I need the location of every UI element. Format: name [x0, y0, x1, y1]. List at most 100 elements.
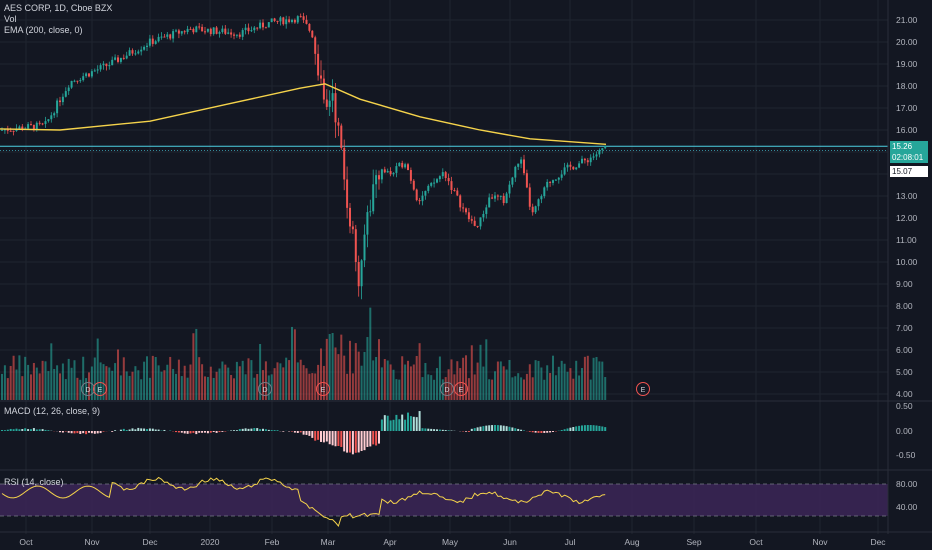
macd-legend[interactable]: MACD (12, 26, close, 9): [4, 406, 100, 417]
macd-bar: [253, 428, 256, 431]
symbol-title[interactable]: AES CORP, 1D, Cboe BZX: [4, 3, 113, 13]
ema-legend[interactable]: EMA (200, close, 0): [4, 25, 83, 35]
candle-body: [322, 78, 325, 100]
candle-body: [552, 180, 554, 183]
macd-bar: [517, 428, 520, 431]
macd-bar: [351, 431, 354, 455]
volume-bar: [534, 360, 537, 400]
candle-body: [357, 261, 360, 287]
macd-tick-label: 0.00: [896, 426, 913, 436]
candle-body: [180, 31, 183, 34]
macd-bar: [79, 431, 82, 435]
candle-body: [401, 162, 404, 168]
volume-bar: [583, 356, 586, 400]
time-tick-label: Oct: [19, 537, 33, 547]
price-tick-label: 7.00: [896, 323, 913, 333]
macd-bar: [552, 431, 554, 432]
candle-body: [212, 27, 215, 35]
candle-body: [549, 181, 552, 183]
macd-bar: [70, 431, 73, 434]
candle-body: [540, 196, 543, 200]
candle-body: [398, 162, 401, 167]
candle-body: [563, 167, 566, 175]
candle-body: [195, 26, 198, 33]
macd-bar: [15, 428, 18, 431]
candle-body: [465, 208, 467, 213]
volume-bar: [47, 371, 50, 400]
candle-body: [169, 34, 172, 39]
price-tick-label: 13.00: [896, 191, 918, 201]
candle-body: [61, 96, 64, 103]
candle-body: [128, 50, 131, 56]
rsi-legend[interactable]: RSI (14, close): [4, 477, 64, 488]
event-marker-label: E: [641, 387, 646, 394]
time-tick-label: Aug: [624, 537, 639, 547]
candle-body: [380, 169, 383, 180]
candle-body: [363, 234, 366, 261]
macd-bar: [320, 431, 322, 442]
time-tick-label: Feb: [265, 537, 280, 547]
macd-bar: [325, 431, 328, 442]
volume-legend[interactable]: Vol: [4, 14, 17, 24]
price-pane[interactable]: [0, 12, 888, 300]
volume-bar: [563, 363, 566, 400]
volume-bar: [473, 374, 476, 400]
candle-body: [546, 181, 549, 188]
candle-body: [337, 122, 340, 126]
volume-bar: [233, 378, 235, 400]
candle-body: [366, 212, 369, 235]
candle-body: [433, 182, 436, 184]
volume-bar: [540, 367, 543, 400]
candle-body: [56, 100, 59, 114]
macd-bar: [357, 431, 360, 453]
candle-body: [82, 76, 85, 81]
macd-bar: [215, 431, 218, 433]
macd-bar: [47, 430, 50, 431]
volume-bar: [227, 367, 230, 400]
candle-body: [499, 195, 502, 197]
macd-bar: [73, 431, 76, 434]
volume-bar: [85, 378, 88, 400]
candle-body: [73, 80, 76, 82]
macd-bar: [198, 431, 201, 433]
candle-body: [273, 18, 276, 21]
candle-body: [517, 163, 520, 167]
countdown-badge: 02:08:01: [890, 152, 928, 163]
candle-body: [262, 22, 264, 28]
volume-bar: [6, 378, 9, 400]
volume-bar: [38, 373, 41, 400]
macd-bar: [586, 425, 589, 431]
candle-body: [30, 124, 32, 126]
macd-bar: [349, 431, 351, 453]
rsi-pane[interactable]: [0, 476, 888, 528]
volume-bar: [494, 371, 496, 400]
volume-bar: [299, 359, 302, 400]
macd-bar: [511, 427, 514, 431]
candle-body: [32, 124, 35, 130]
event-marker-e: [316, 382, 330, 396]
event-marker-e: [454, 382, 468, 396]
candle-body: [331, 93, 334, 101]
volume-bar: [3, 365, 6, 400]
macd-bar: [32, 428, 35, 431]
macd-bar: [267, 429, 270, 431]
candle-body: [140, 49, 143, 52]
candle-body: [166, 34, 169, 37]
candle-body: [293, 19, 296, 23]
volume-bar: [140, 379, 143, 400]
macd-bar: [256, 428, 259, 431]
candle-body: [204, 31, 206, 33]
macd-pane[interactable]: [1, 411, 607, 455]
candle-body: [589, 157, 592, 163]
candle-body: [491, 197, 494, 199]
volume-bar: [488, 379, 491, 400]
macd-bar: [177, 431, 180, 433]
volume-bar: [18, 355, 21, 400]
macd-bar: [378, 431, 380, 444]
macd-bar: [209, 431, 212, 433]
macd-bar: [528, 431, 531, 432]
macd-bar: [235, 430, 238, 431]
candle-body: [264, 27, 267, 29]
macd-bar: [479, 426, 482, 431]
